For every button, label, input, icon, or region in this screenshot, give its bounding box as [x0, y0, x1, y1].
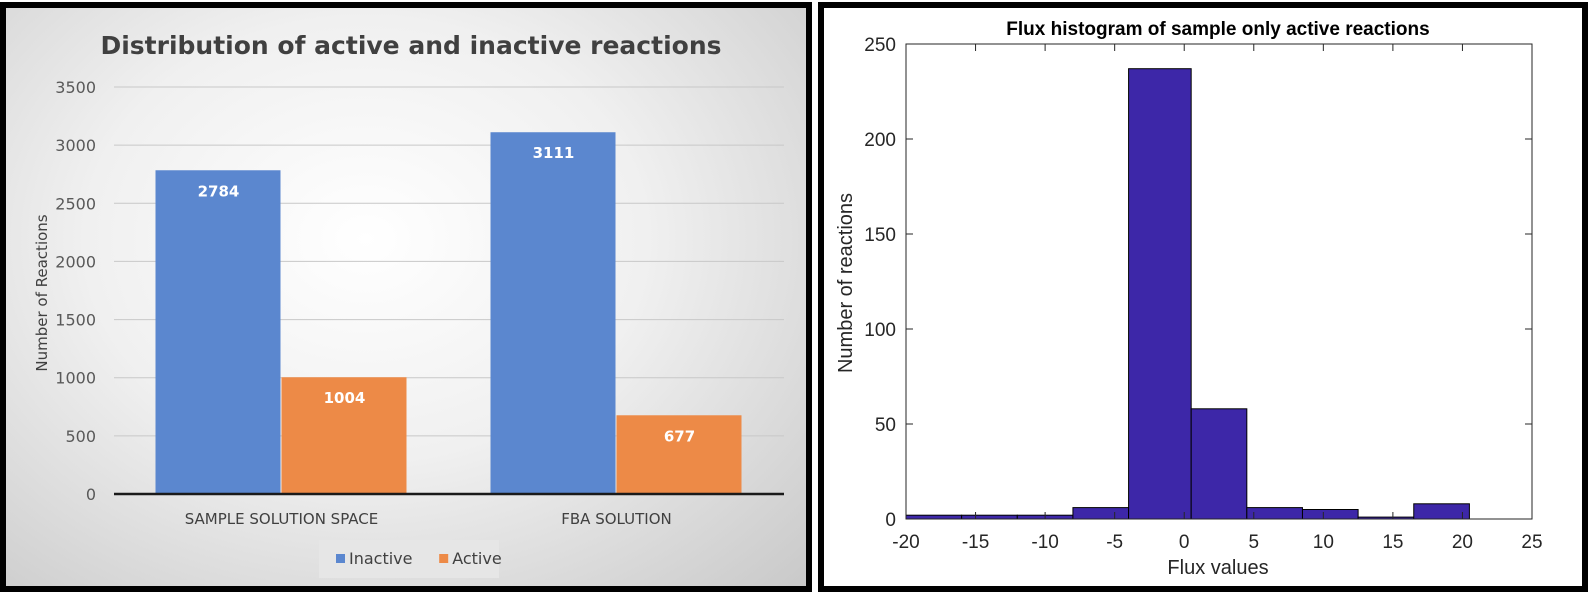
bar-chart-category-label: FBA SOLUTION: [561, 510, 671, 528]
left-chart-panel: Distribution of active and inactive reac…: [0, 2, 812, 592]
histogram-y-tick-label: 250: [864, 35, 896, 56]
histogram-y-axis-label: Number of reactions: [835, 193, 857, 373]
histogram-x-tick-label: -15: [962, 532, 989, 553]
histogram-bin-10: [1413, 503, 1470, 520]
bar-data-label: 677: [664, 427, 695, 445]
bar-chart-y-tick-label: 1000: [55, 369, 96, 388]
bar-chart-title: Distribution of active and inactive reac…: [100, 31, 721, 60]
bar-inactive-2: [490, 132, 616, 494]
legend-swatch-active: [439, 554, 449, 563]
histogram-x-tick-label: 5: [1248, 532, 1259, 553]
histogram-x-tick-label: 15: [1382, 532, 1403, 553]
bar-chart-y-tick-label: 2500: [55, 194, 96, 213]
histogram-chart: Flux histogram of sample only active rea…: [835, 19, 1543, 579]
bar-chart-y-axis-label: Number of Reactions: [33, 214, 51, 371]
bar-data-label: 2784: [198, 182, 240, 200]
histogram-x-tick-label: -20: [892, 532, 919, 553]
right-chart-panel: Flux histogram of sample only active rea…: [818, 2, 1588, 592]
histogram-x-tick-label: 25: [1521, 532, 1542, 553]
histogram-bin-8: [1301, 509, 1359, 520]
histogram-bin-7: [1246, 507, 1303, 520]
bar-inactive-1: [155, 170, 281, 495]
histogram-x-tick-label: -10: [1031, 532, 1058, 553]
bar-chart-category-label: SAMPLE SOLUTION SPACE: [185, 510, 379, 528]
bar-chart-y-tick-label: 0: [86, 485, 96, 504]
bar-chart-y-tick-label: 1500: [55, 311, 96, 330]
legend-label-active: Active: [452, 549, 502, 568]
bar-chart: Distribution of active and inactive reac…: [33, 31, 784, 578]
legend-swatch-inactive: [336, 554, 345, 563]
histogram-x-axis-label: Flux values: [1167, 557, 1268, 579]
histogram-y-tick-label: 200: [864, 130, 896, 151]
bar-active-1: [281, 377, 407, 494]
histogram-y-tick-label: 150: [864, 225, 896, 246]
histogram-axes-box: [905, 43, 1533, 520]
histogram-x-tick-label: 10: [1313, 532, 1334, 553]
histogram-bin-4: [1072, 507, 1130, 520]
bar-chart-y-tick-label: 3500: [55, 78, 96, 97]
histogram-x-tick-label: 20: [1452, 532, 1473, 553]
histogram-bin-5: [1128, 68, 1192, 520]
bar-chart-legend: [319, 540, 499, 578]
histogram-y-tick-label: 0: [885, 510, 896, 531]
bar-chart-y-tick-label: 2000: [55, 252, 96, 271]
bar-active-2: [616, 415, 742, 494]
bar-data-label: 1004: [324, 389, 366, 407]
histogram-bin-6: [1190, 408, 1248, 520]
bar-chart-y-tick-label: 3000: [55, 136, 96, 155]
histogram-bin-1: [905, 514, 963, 520]
histogram-y-tick-label: 100: [864, 320, 896, 341]
histogram-bin-2: [961, 514, 1018, 520]
bar-chart-y-tick-label: 500: [65, 427, 96, 446]
legend-label-inactive: Inactive: [349, 549, 413, 568]
histogram-x-tick-label: -5: [1106, 532, 1123, 553]
histogram-title: Flux histogram of sample only active rea…: [1006, 19, 1429, 40]
histogram-y-tick-label: 50: [875, 415, 896, 436]
bar-data-label: 3111: [533, 144, 575, 162]
histogram-x-tick-label: 0: [1179, 532, 1190, 553]
